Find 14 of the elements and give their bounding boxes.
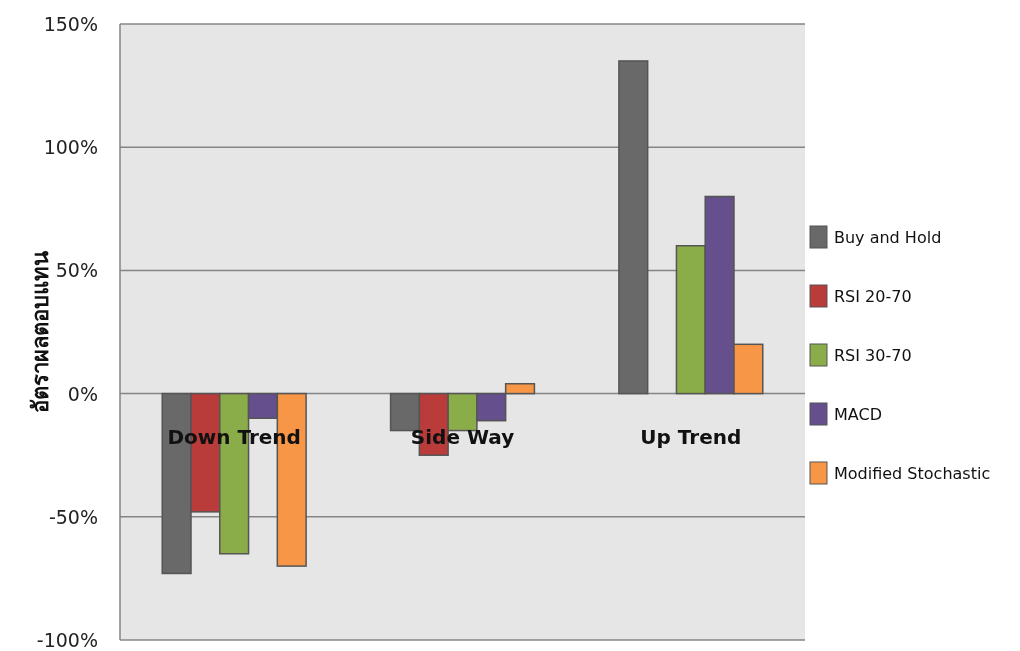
y-tick-label: 100%: [43, 136, 98, 159]
x-tick-label: Up Trend: [640, 424, 742, 449]
legend-label: Buy and Hold: [834, 228, 942, 247]
legend-label: RSI 20-70: [834, 287, 912, 306]
y-tick-label: 150%: [43, 13, 98, 35]
y-tick-label: -50%: [48, 505, 98, 528]
legend-label: RSI 30-70: [834, 346, 912, 365]
bar: [618, 60, 649, 395]
y-tick-label: 50%: [55, 259, 98, 282]
legend-label: MACD: [834, 405, 882, 424]
legend-label: Modified Stochastic: [834, 464, 991, 483]
y-tick-label: 0%: [67, 382, 98, 405]
y-axis-title: อัตราผลตอบแทน: [28, 251, 53, 413]
y-tick-label: -100%: [36, 629, 98, 651]
